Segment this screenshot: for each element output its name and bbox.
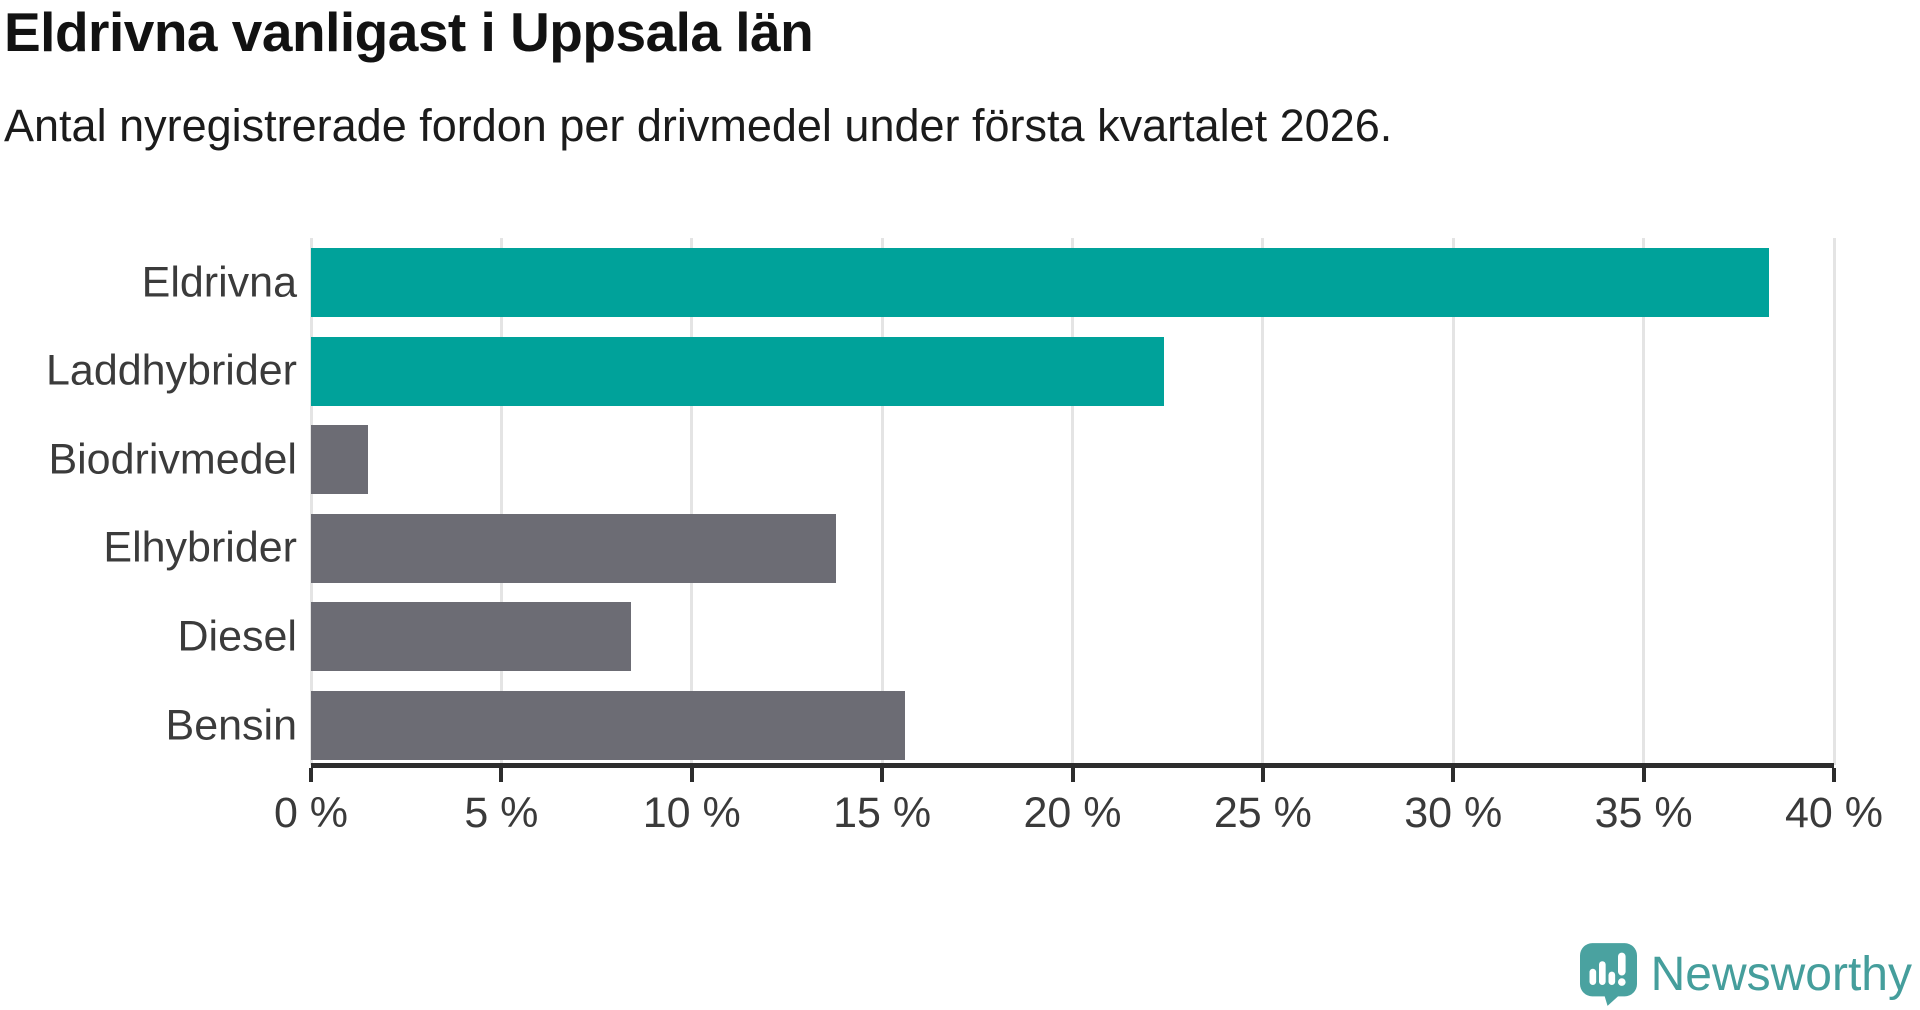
x-axis-tick-label: 35 % [1594,789,1693,837]
x-axis-tick-label: 25 % [1213,789,1312,837]
bar-biodrivmedel [311,425,369,495]
x-axis-tick [1070,768,1075,782]
category-label-bensin: Bensin [165,701,297,749]
x-axis-tick [1260,768,1265,782]
gridline [1071,238,1074,765]
category-label-diesel: Diesel [177,612,298,661]
bar-laddhybrider [311,336,1164,406]
category-label-laddhybrider: Laddhybrider [45,346,297,395]
gridline [1832,238,1836,765]
gridline [309,238,313,765]
gridline [1261,238,1265,765]
x-axis-tick [1451,768,1456,782]
x-axis-tick-label: 10 % [642,789,741,837]
bar-eldrivna [311,248,1770,317]
bar-bensin [311,691,905,760]
bar-diesel [311,602,631,672]
x-axis-tick [309,768,313,782]
category-label-elhybrider: Elhybrider [103,523,297,572]
chart-subtitle: Antal nyregistrerade fordon per drivmede… [4,100,1393,151]
x-axis-tick [880,768,885,782]
bar-elhybrider [311,513,837,583]
x-axis-tick [689,768,694,782]
x-axis: 0 % 5 % 10 % 15 % 20 % 25 % 30 % 35 % 40 % [274,763,1883,863]
x-axis-tick-label: 30 % [1404,789,1503,837]
gridline [1642,238,1646,765]
gridline [1451,238,1455,765]
x-axis-tick-label: 15 % [833,789,932,837]
newsworthy-logo-icon [1579,943,1637,1006]
x-axis-tick [1832,768,1836,782]
gridline [499,238,503,765]
category-axis: Eldrivna Laddhybrider Biodrivmedel Elhybrid… [0,238,297,765]
category-label-eldrivna: Eldrivna [141,258,297,306]
gridline [690,238,694,765]
gridline [880,238,884,765]
x-axis-tick [1641,768,1646,782]
plot-area [309,238,1836,765]
newsworthy-logo-text: Newsworthy [1650,948,1912,1001]
x-axis-tick-label: 20 % [1023,789,1122,837]
x-axis-tick-label: 0 % [273,789,349,837]
category-label-biodrivmedel: Biodrivmedel [48,435,297,484]
chart-title: Eldrivna vanligast i Uppsala län [4,1,814,63]
x-axis-tick [499,768,504,782]
x-axis-tick-label: 5 % [464,789,539,837]
x-axis-tick-label: 40 % [1784,789,1884,837]
newsworthy-logo: Newsworthy [1579,943,1912,1006]
x-axis-line [311,763,1834,768]
